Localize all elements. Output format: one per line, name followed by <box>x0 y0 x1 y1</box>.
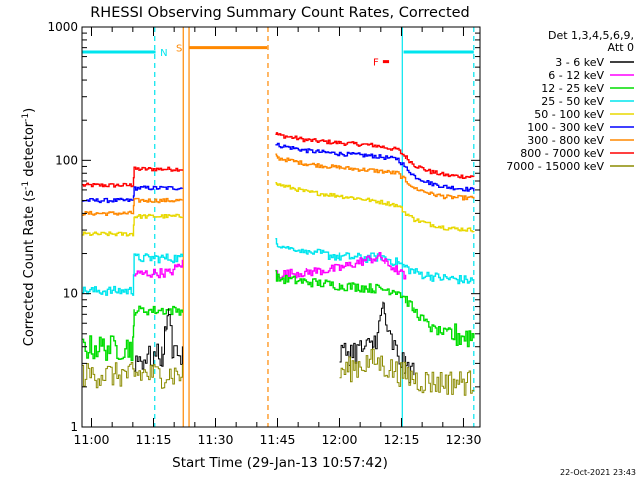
legend-label: 3 - 6 keV <box>555 56 604 69</box>
legend-label: 50 - 100 keV <box>534 108 604 121</box>
legend-label: 6 - 12 keV <box>548 69 604 82</box>
legend-label: 7000 - 15000 keV <box>506 160 604 173</box>
series-lines <box>82 132 475 396</box>
y-tick-label: 10 <box>63 287 78 301</box>
chart-title: RHESSI Observing Summary Count Rates, Co… <box>90 5 470 21</box>
plot-frame <box>81 26 481 428</box>
series-line <box>275 252 407 280</box>
series-line <box>275 182 475 233</box>
series-line <box>275 238 474 285</box>
flag-label: S <box>176 44 182 55</box>
x-tick-label: 11:00 <box>73 432 109 447</box>
series-line <box>275 153 475 201</box>
y-axis-title-end: ) <box>22 108 37 113</box>
series-line <box>82 197 184 216</box>
series-line <box>339 301 415 384</box>
y-tick-label: 1000 <box>47 20 78 34</box>
series-line <box>275 270 475 348</box>
flag-label: N <box>160 48 167 59</box>
footer-timestamp: 22-Oct-2021 23:43 <box>560 468 636 477</box>
series-line <box>82 253 184 296</box>
x-tick-label: 12:15 <box>383 432 419 447</box>
series-line <box>275 142 475 192</box>
x-tick-label: 11:30 <box>197 432 233 447</box>
x-tick-label: 12:00 <box>321 432 357 447</box>
series-line <box>82 185 184 204</box>
series-line <box>82 362 183 389</box>
event-lines <box>154 27 475 427</box>
legend-label: 300 - 800 keV <box>527 134 604 147</box>
legend-label: 12 - 25 keV <box>541 82 604 95</box>
x-tick-label: 11:45 <box>259 432 295 447</box>
legend-label: 25 - 50 keV <box>541 95 604 108</box>
x-axis: 11:00 11:15 11:30 11:45 12:00 12:15 12:30 <box>73 27 482 447</box>
legend-header-2: Att 0 <box>608 41 634 54</box>
y-axis-title: Corrected Count Rate (s-1 detector-1) <box>21 108 37 346</box>
y-tick-label: 100 <box>55 153 78 167</box>
y-axis-title-mid: detector <box>22 121 37 181</box>
series-line <box>82 305 184 362</box>
legend-label: 800 - 7000 keV <box>520 147 604 160</box>
series-line <box>339 348 475 396</box>
series-line <box>134 308 183 372</box>
y-axis-title-sup1: -1 <box>21 181 31 190</box>
flag-bars: N S F <box>82 44 474 69</box>
series-line <box>82 166 184 188</box>
flag-label: F <box>373 58 379 69</box>
x-axis-title: Start Time (29-Jan-13 10:57:42) <box>172 455 388 471</box>
x-tick-label: 11:15 <box>135 432 171 447</box>
y-tick-label: 1 <box>70 420 78 434</box>
x-tick-label: 12:30 <box>445 432 481 447</box>
y-axis-title-sup2: -1 <box>21 113 31 122</box>
series-line <box>134 259 184 279</box>
legend-label: 100 - 300 keV <box>527 121 604 134</box>
legend-header-1: Det 1,3,4,5,6,9, <box>548 29 634 42</box>
y-axis: 1 10 100 1000 <box>47 20 480 434</box>
series-line <box>82 213 184 237</box>
series-line <box>275 132 475 179</box>
y-axis-title-main: Corrected Count Rate (s <box>22 190 37 347</box>
